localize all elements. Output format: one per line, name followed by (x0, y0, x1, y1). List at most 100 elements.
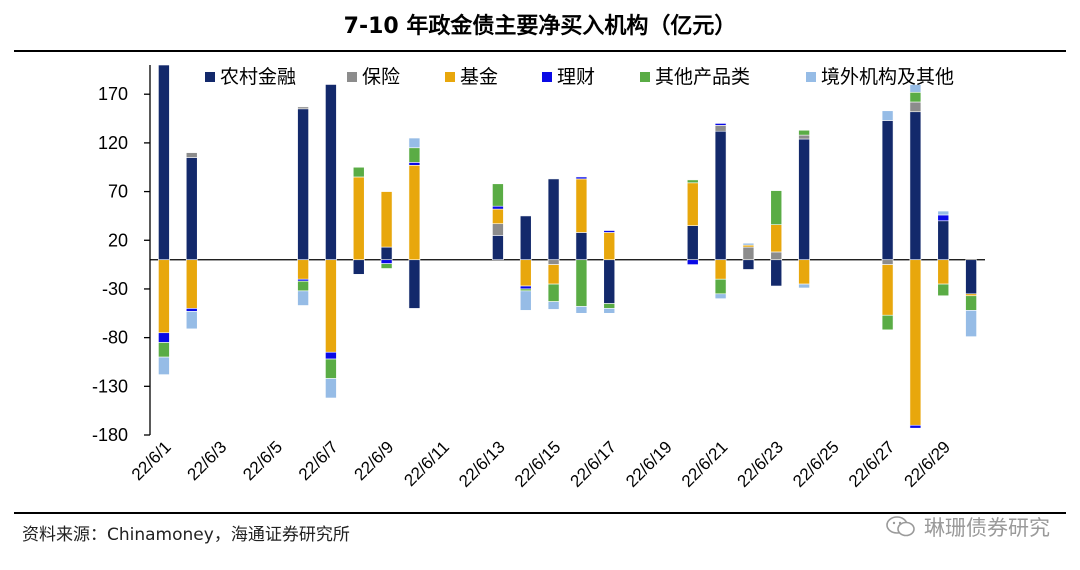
bar-segment (770, 190, 783, 225)
x-tick-label: 22/6/5 (239, 437, 286, 484)
bar-segment (714, 259, 727, 280)
bar-segment (297, 280, 309, 292)
bar-segment (881, 314, 894, 331)
bar-segment (519, 259, 532, 287)
bar-segment (408, 164, 421, 261)
bar-segment (325, 84, 337, 261)
bar-segment (686, 259, 699, 265)
bar-segment (937, 220, 950, 261)
y-tick-label: -130 (92, 376, 128, 396)
bar-segment (965, 259, 977, 295)
bar-segment (547, 283, 560, 302)
bar-segment (937, 283, 950, 297)
wechat-icon (886, 516, 915, 537)
x-tick-label: 22/6/29 (901, 437, 955, 491)
bar-segment (881, 120, 894, 261)
bar-segment (325, 351, 337, 360)
bar-segment (798, 283, 810, 289)
bar-segment (575, 178, 588, 233)
legend-swatch (445, 72, 455, 82)
bar-segment (798, 134, 810, 140)
bar-segment (575, 232, 588, 261)
bar-segment (909, 91, 922, 103)
bar-segment (185, 157, 198, 261)
bar-segment (325, 378, 337, 399)
y-tick-label: 170 (98, 84, 128, 104)
y-tick-label: -180 (92, 425, 128, 445)
bar-segment (909, 84, 922, 93)
bar-segment (909, 101, 922, 113)
legend-swatch (542, 72, 552, 82)
watermark-text: 琳珊债券研究 (924, 516, 1050, 540)
chart-bars (158, 64, 977, 429)
bar-segment (937, 259, 950, 285)
x-tick-label: 22/6/19 (622, 437, 676, 491)
bar-segment (408, 259, 421, 309)
x-tick-label: 22/6/13 (455, 437, 509, 491)
bar-segment (380, 246, 393, 261)
bar-segment (881, 110, 894, 121)
bar-segment (742, 246, 755, 261)
bar-segment (547, 264, 560, 285)
bar-segment (185, 259, 198, 309)
bar-segment (519, 290, 532, 311)
bar-segment (798, 138, 810, 261)
bar-segment (352, 166, 365, 178)
bar-segment (492, 235, 504, 261)
bar-segment (380, 259, 393, 264)
bar-segment (547, 301, 560, 310)
bar-segment (937, 214, 950, 222)
bar-segment (603, 232, 616, 261)
bar-segment (742, 242, 755, 246)
bar-segment (798, 259, 810, 285)
bar-segment (380, 263, 393, 269)
bar-segment (352, 176, 365, 261)
bar-segment (575, 176, 588, 180)
bar-segment (297, 106, 309, 110)
legend-label: 基金 (460, 66, 498, 88)
bar-segment (909, 259, 922, 426)
bar-segment (325, 358, 337, 379)
chart-legend: 农村金融 保险 基金 理财 其他产品类 境外机构及其他 (205, 66, 954, 88)
bar-segment (770, 259, 783, 287)
bar-segment (603, 230, 616, 233)
bar-segment (603, 303, 616, 309)
bar-segment (492, 208, 504, 225)
x-tick-label: 22/6/1 (128, 437, 175, 484)
bar-segment (492, 223, 504, 236)
bar-segment (547, 259, 560, 265)
bar-segment (408, 137, 421, 149)
y-tick-label: 20 (108, 230, 128, 250)
bar-segment (686, 182, 699, 226)
x-tick-label: 22/6/7 (295, 437, 342, 484)
bar-segment (575, 259, 588, 307)
legend-label: 农村金融 (220, 66, 296, 88)
bar-segment (408, 147, 421, 163)
bar-segment (965, 310, 977, 337)
bar-segment (575, 306, 588, 314)
x-tick-label: 22/6/15 (511, 437, 565, 491)
bar-segment (158, 342, 170, 358)
legend-label: 保险 (362, 66, 400, 88)
bar-segment (937, 210, 950, 216)
bar-segment (770, 251, 783, 261)
bar-segment (185, 311, 198, 330)
bar-segment (603, 308, 616, 314)
bar-segment (352, 259, 365, 275)
bar-segment (492, 183, 504, 207)
x-tick-label: 22/6/17 (567, 437, 621, 491)
bar-segment (492, 205, 504, 210)
x-tick-label: 22/6/11 (400, 437, 453, 490)
title-divider (14, 50, 1066, 52)
x-tick-label: 22/6/9 (351, 437, 398, 484)
bar-segment (158, 259, 170, 334)
bar-segment (714, 125, 727, 132)
x-tick-label: 22/6/27 (845, 437, 899, 491)
bar-segment (714, 130, 727, 261)
chart-title: 7-10 年政金债主要净买入机构（亿元） (343, 14, 737, 39)
bar-segment (547, 178, 560, 261)
bar-segment (297, 290, 309, 306)
bar-segment (297, 259, 309, 280)
